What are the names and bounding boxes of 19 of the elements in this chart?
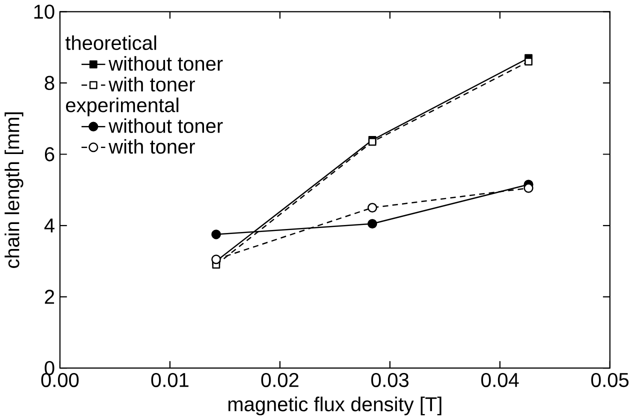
x-tick-label: 0.01 (151, 372, 188, 388)
y-tick-label: 10 (34, 4, 54, 19)
x-tick-label: 0.02 (261, 372, 298, 388)
legend-label: with toner (108, 139, 195, 154)
x-tick-label: 0.05 (591, 372, 629, 388)
y-tick-label: 4 (44, 218, 54, 232)
annotation: theoretical (65, 35, 156, 50)
x-tick-label: 0.03 (371, 372, 409, 388)
y-tick-label: 8 (44, 76, 54, 90)
y-tick-label: 2 (44, 290, 54, 304)
x-axis-title: magnetic flux density [T] (228, 396, 442, 416)
legend-label: without toner (108, 56, 223, 71)
annotation: experimental (66, 98, 178, 116)
x-tick-label: 0.00 (41, 372, 79, 388)
legend-label: with toner (108, 76, 195, 92)
y-axis-title: chain length [mm] (4, 112, 24, 268)
x-tick-label: 0.04 (481, 372, 519, 388)
y-tick-label: 6 (44, 147, 54, 162)
legend-label: without toner (108, 118, 223, 134)
